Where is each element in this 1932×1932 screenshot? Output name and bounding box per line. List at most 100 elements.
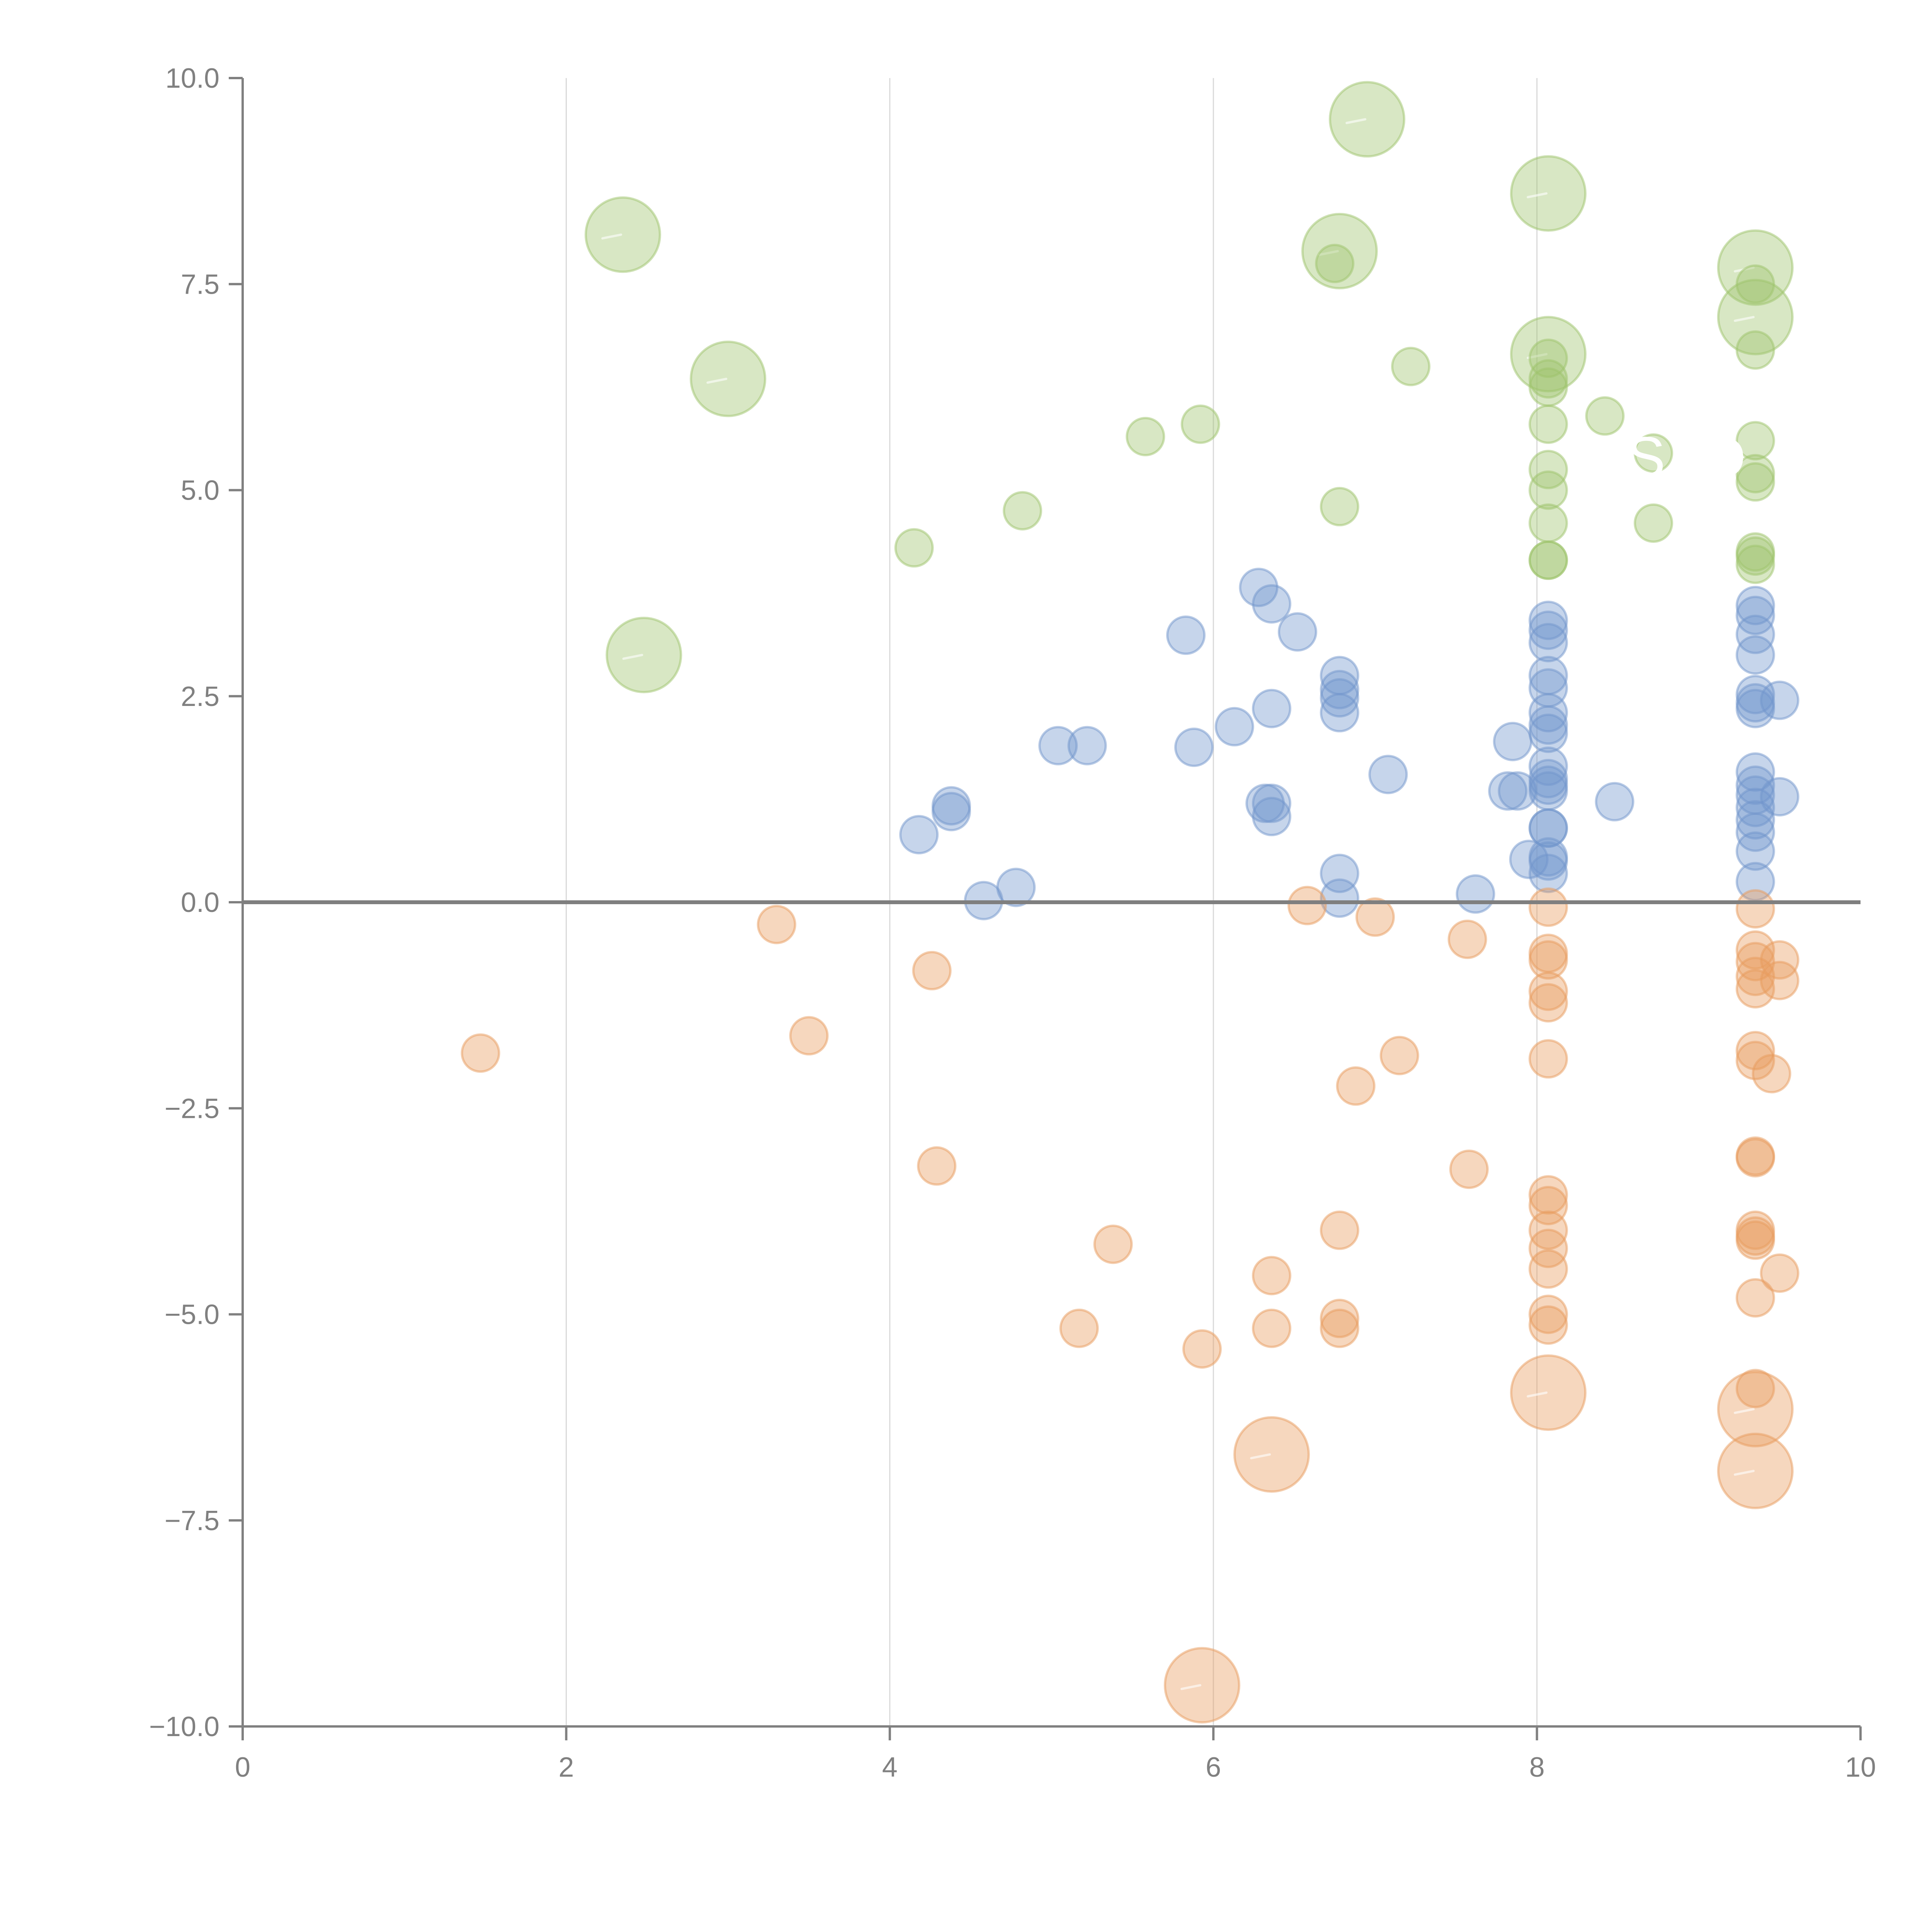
bubble-near-zero <box>1528 623 1568 663</box>
bubble-negative <box>1717 1432 1794 1509</box>
bubble-near-zero <box>1528 611 1568 650</box>
bubble-near-zero <box>1067 726 1107 765</box>
bubble-negative <box>917 1146 957 1186</box>
bubble-near-zero <box>1735 675 1775 714</box>
bubble-positive-high <box>1320 487 1359 527</box>
x-tick-label: 2 <box>558 1752 574 1783</box>
bubble-negative <box>1320 1308 1359 1348</box>
bubble-near-zero <box>1735 800 1775 840</box>
bubble-near-zero <box>1735 689 1775 728</box>
y-tick-label: −5.0 <box>165 1299 219 1330</box>
bubble-negative <box>1528 1039 1568 1079</box>
bubble-positive-high <box>1180 404 1220 444</box>
bubble-positive-high <box>584 196 661 273</box>
bubble-negative <box>1528 971 1568 1011</box>
y-tick-label: −7.5 <box>165 1505 219 1536</box>
bubble-near-zero <box>1595 782 1634 821</box>
bubble-positive-high <box>1634 433 1673 473</box>
axes <box>229 77 1862 1740</box>
bubble-positive-high <box>690 340 767 417</box>
bubble-near-zero <box>1735 586 1775 626</box>
bubble-near-zero <box>1735 765 1775 805</box>
bubble-near-zero <box>1528 854 1568 893</box>
bubble-positive-high <box>1301 213 1378 289</box>
bubble-near-zero <box>1735 831 1775 871</box>
bubble-negative <box>1528 983 1568 1023</box>
bubble-negative <box>757 905 796 944</box>
bubble-positive-high <box>1634 503 1673 543</box>
bubble-near-zero <box>1760 777 1799 816</box>
bubble-negative <box>1760 961 1799 1000</box>
bubble-positive-high <box>1735 544 1775 584</box>
bubble-positive-high <box>1528 450 1568 490</box>
bubble-positive-high <box>1528 404 1568 444</box>
bubble-near-zero <box>1252 689 1291 728</box>
bubble-near-zero <box>1528 693 1568 733</box>
bubble-near-zero <box>1528 705 1568 745</box>
bubble-positive-high <box>1735 330 1775 370</box>
bubble-near-zero <box>1320 693 1359 733</box>
bubble-negative <box>1528 887 1568 927</box>
y-tick-label: 2.5 <box>181 681 219 712</box>
bubble-negative <box>1760 1253 1799 1293</box>
x-tick-label: 6 <box>1206 1752 1221 1783</box>
bubble-near-zero <box>931 792 971 832</box>
bubble-negative <box>1528 1249 1568 1289</box>
x-tick-label: 8 <box>1529 1752 1545 1783</box>
bubble-near-zero <box>1735 862 1775 901</box>
bubble-negative <box>1449 1150 1489 1189</box>
bubble-negative <box>1163 1647 1240 1724</box>
bubble-negative <box>1735 1031 1775 1070</box>
bubble-positive-high <box>1717 279 1794 355</box>
bubble-near-zero <box>1488 771 1528 811</box>
bubble-negative <box>1760 940 1799 980</box>
bubble-near-zero <box>1368 755 1408 794</box>
bubble-negative <box>1752 1054 1791 1094</box>
bubble-highlight <box>1527 1391 1548 1398</box>
bubble-positive-high <box>1126 417 1165 456</box>
x-tick-label: 0 <box>235 1752 250 1783</box>
bubble-near-zero <box>1735 614 1775 654</box>
bubble-near-zero <box>1528 771 1568 811</box>
bubble-near-zero <box>1174 727 1214 767</box>
bubble-negative <box>1093 1225 1133 1264</box>
bubble-near-zero <box>1456 874 1495 914</box>
bubble-positive-high <box>1003 491 1043 531</box>
bubble-near-zero <box>1735 635 1775 675</box>
bubble-near-zero <box>1760 680 1799 720</box>
bubble-positive-high <box>1735 536 1775 576</box>
bubble-highlight <box>1250 1453 1271 1459</box>
bubble-near-zero <box>1320 670 1359 709</box>
bubble-negative <box>1379 1036 1419 1075</box>
tick-labels: 0 2 4 6 8 10 10.0 7.5 5.0 2.5 0.0 −2.5 −5.0 −7.5 −10.0 <box>149 63 1876 1783</box>
bubble-positive-high <box>894 528 934 568</box>
bubble-near-zero <box>1528 600 1568 640</box>
bubble-positive-high <box>1735 421 1775 461</box>
bubble-positive-high <box>1528 470 1568 510</box>
bubble-negative <box>1320 1210 1359 1250</box>
bubble-negative <box>1233 1416 1310 1493</box>
bubble-negative <box>1735 969 1775 1009</box>
bubble-near-zero <box>1214 707 1254 747</box>
bubble-negative <box>1336 1066 1376 1106</box>
bubble-negative <box>1528 1175 1568 1215</box>
bubble-positive-high <box>1510 155 1587 232</box>
bubble-negative <box>1735 1138 1775 1178</box>
bubble-near-zero <box>1498 771 1537 811</box>
bubble-highlight <box>1734 1408 1755 1414</box>
bubble-near-zero <box>1252 584 1291 624</box>
y-tick-label: 5.0 <box>181 475 219 506</box>
bubble-near-zero <box>1277 612 1317 652</box>
bubble-positive-high <box>1315 243 1355 283</box>
bubble-negative <box>1735 889 1775 929</box>
bubble-negative <box>912 951 952 991</box>
bubble-negative <box>1059 1308 1099 1348</box>
bubble-highlight <box>1527 192 1548 199</box>
bubble-negative <box>1355 897 1395 937</box>
bubble-highlight <box>622 654 643 660</box>
x-tick-label: 4 <box>882 1752 898 1783</box>
y-tick-label: 0.0 <box>181 887 219 918</box>
bubble-negative <box>1252 1308 1291 1348</box>
bubble-negative <box>1528 940 1568 980</box>
bubble-negative <box>1528 1305 1568 1345</box>
